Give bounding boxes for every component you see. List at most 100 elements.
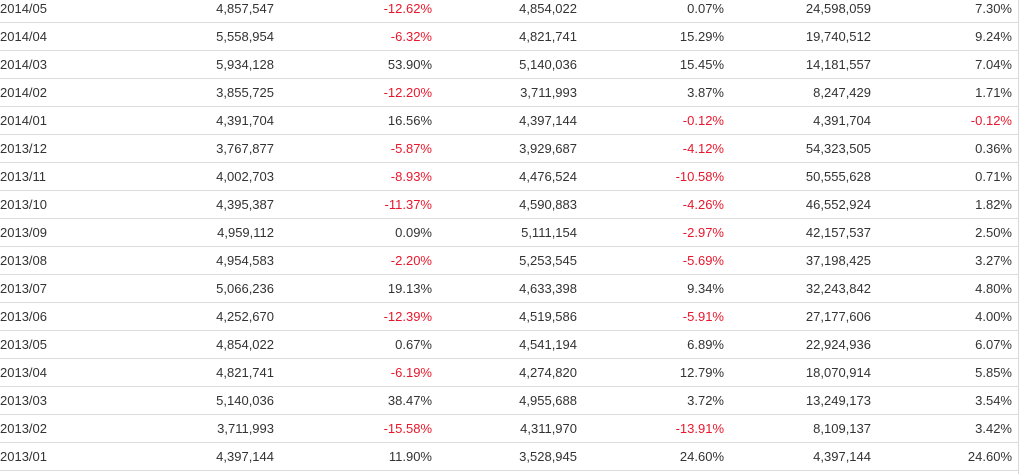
change-3-cell: 1.82%	[871, 190, 1018, 219]
month-cell: 2014/02	[0, 78, 113, 107]
value-1-cell: 3,767,877	[113, 134, 274, 163]
value-1-cell: 4,397,144	[113, 442, 274, 471]
change-3-cell: 4.00%	[871, 302, 1018, 331]
value-3-cell: 50,555,628	[724, 162, 871, 191]
value-3-cell: 19,740,512	[724, 22, 871, 51]
month-cell: 2013/10	[0, 190, 113, 219]
value-2-cell: 4,541,194	[432, 330, 577, 359]
table-row: 2013/11 4,002,703 -8.93% 4,476,524 -10.58% 50…	[0, 162, 1018, 191]
month-cell: 2013/07	[0, 274, 113, 303]
change-2-cell: 15.29%	[577, 22, 724, 51]
change-1-cell: -12.20%	[274, 78, 432, 107]
month-cell: 2014/03	[0, 50, 113, 79]
change-1-cell: 16.56%	[274, 106, 432, 135]
change-1-cell: -12.62%	[274, 0, 432, 23]
change-2-cell: 3.87%	[577, 78, 724, 107]
month-cell: 2013/01	[0, 442, 113, 471]
value-2-cell: 4,476,524	[432, 162, 577, 191]
change-2-cell: 15.45%	[577, 50, 724, 79]
value-2-cell: 4,821,741	[432, 22, 577, 51]
table-row: 2014/01 4,391,704 16.56% 4,397,144 -0.12% 4,3…	[0, 106, 1018, 135]
value-3-cell: 14,181,557	[724, 50, 871, 79]
value-1-cell: 4,954,583	[113, 246, 274, 275]
month-cell: 2013/09	[0, 218, 113, 247]
value-3-cell: 4,397,144	[724, 442, 871, 471]
change-3-cell: 1.71%	[871, 78, 1018, 107]
value-1-cell: 3,855,725	[113, 78, 274, 107]
change-3-cell: 7.30%	[871, 0, 1018, 23]
month-cell: 2013/06	[0, 302, 113, 331]
change-1-cell: -2.20%	[274, 246, 432, 275]
change-2-cell: -4.12%	[577, 134, 724, 163]
value-3-cell: 54,323,505	[724, 134, 871, 163]
change-3-cell: 3.54%	[871, 386, 1018, 415]
table-row: 2013/08 4,954,583 -2.20% 5,253,545 -5.69% 37,…	[0, 246, 1018, 275]
value-3-cell: 37,198,425	[724, 246, 871, 275]
value-1-cell: 5,558,954	[113, 22, 274, 51]
value-2-cell: 4,633,398	[432, 274, 577, 303]
table-row: 2014/04 5,558,954 -6.32% 4,821,741 15.29% 19,…	[0, 22, 1018, 51]
table-row: 2014/05 4,857,547 -12.62% 4,854,022 0.07% 24,…	[0, 0, 1018, 23]
change-1-cell: 19.13%	[274, 274, 432, 303]
change-2-cell: -4.26%	[577, 190, 724, 219]
value-1-cell: 4,395,387	[113, 190, 274, 219]
value-1-cell: 3,711,993	[113, 414, 274, 443]
value-3-cell: 22,924,936	[724, 330, 871, 359]
month-cell: 2013/03	[0, 386, 113, 415]
change-2-cell: -5.91%	[577, 302, 724, 331]
value-1-cell: 4,857,547	[113, 0, 274, 23]
change-2-cell: 6.89%	[577, 330, 724, 359]
month-cell: 2013/04	[0, 358, 113, 387]
change-3-cell: 9.24%	[871, 22, 1018, 51]
table-row: 2014/02 3,855,725 -12.20% 3,711,993 3.87% 8,2…	[0, 78, 1018, 107]
change-2-cell: -10.58%	[577, 162, 724, 191]
value-3-cell: 46,552,924	[724, 190, 871, 219]
value-1-cell: 4,391,704	[113, 106, 274, 135]
value-2-cell: 3,528,945	[432, 442, 577, 471]
change-2-cell: -0.12%	[577, 106, 724, 135]
table-row: 2013/05 4,854,022 0.67% 4,541,194 6.89% 22,92…	[0, 330, 1018, 359]
value-3-cell: 8,109,137	[724, 414, 871, 443]
value-3-cell: 24,598,059	[724, 0, 871, 23]
value-2-cell: 5,140,036	[432, 50, 577, 79]
value-3-cell: 32,243,842	[724, 274, 871, 303]
month-cell: 2013/02	[0, 414, 113, 443]
change-3-cell: 3.27%	[871, 246, 1018, 275]
month-cell: 2014/04	[0, 22, 113, 51]
month-cell: 2013/12	[0, 134, 113, 163]
table-row: 2013/07 5,066,236 19.13% 4,633,398 9.34% 32,2…	[0, 274, 1018, 303]
value-1-cell: 5,934,128	[113, 50, 274, 79]
month-cell: 2013/05	[0, 330, 113, 359]
change-3-cell: 0.36%	[871, 134, 1018, 163]
month-cell: 2013/08	[0, 246, 113, 275]
change-1-cell: 11.90%	[274, 442, 432, 471]
change-1-cell: -8.93%	[274, 162, 432, 191]
value-2-cell: 5,253,545	[432, 246, 577, 275]
table-row: 2013/10 4,395,387 -11.37% 4,590,883 -4.26% 46…	[0, 190, 1018, 219]
value-1-cell: 5,066,236	[113, 274, 274, 303]
change-3-cell: 4.80%	[871, 274, 1018, 303]
change-1-cell: -15.58%	[274, 414, 432, 443]
value-3-cell: 42,157,537	[724, 218, 871, 247]
table-row: 2013/06 4,252,670 -12.39% 4,519,586 -5.91% 27…	[0, 302, 1018, 331]
table-row: 2013/12 3,767,877 -5.87% 3,929,687 -4.12% 54,…	[0, 134, 1018, 163]
change-2-cell: -13.91%	[577, 414, 724, 443]
table-row: 2013/02 3,711,993 -15.58% 4,311,970 -13.91% 8…	[0, 414, 1018, 443]
change-3-cell: 0.71%	[871, 162, 1018, 191]
change-2-cell: 3.72%	[577, 386, 724, 415]
value-1-cell: 4,002,703	[113, 162, 274, 191]
change-3-cell: 5.85%	[871, 358, 1018, 387]
change-3-cell: 24.60%	[871, 442, 1018, 471]
value-3-cell: 27,177,606	[724, 302, 871, 331]
value-2-cell: 4,519,586	[432, 302, 577, 331]
change-1-cell: -5.87%	[274, 134, 432, 163]
change-2-cell: 9.34%	[577, 274, 724, 303]
value-2-cell: 5,111,154	[432, 218, 577, 247]
change-3-cell: -0.12%	[871, 106, 1018, 135]
change-1-cell: 53.90%	[274, 50, 432, 79]
change-2-cell: -5.69%	[577, 246, 724, 275]
value-2-cell: 4,590,883	[432, 190, 577, 219]
value-2-cell: 4,854,022	[432, 0, 577, 23]
